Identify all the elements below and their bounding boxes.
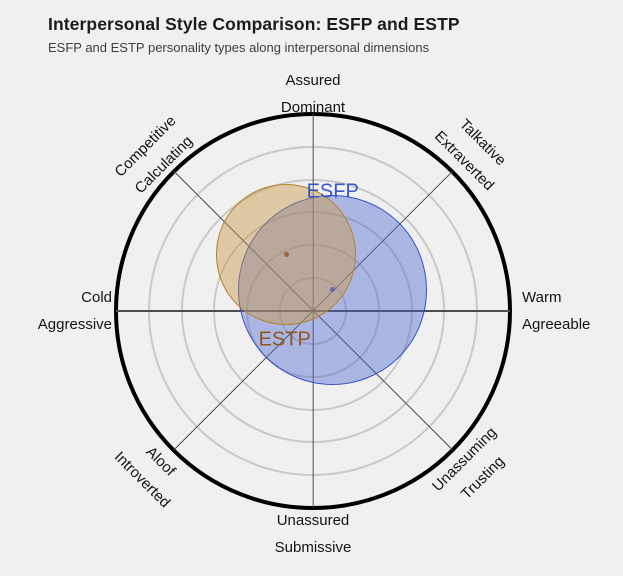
chart-header: Interpersonal Style Comparison: ESFP and… — [48, 14, 460, 55]
axis-label-line: Cold — [81, 289, 112, 306]
series-mean-dot-esfp — [330, 287, 336, 293]
chart-title: Interpersonal Style Comparison: ESFP and… — [48, 14, 460, 34]
axis-label-line: Submissive — [274, 539, 352, 556]
series-label-estp: ESTP — [258, 328, 311, 351]
axis-label-line: Unassured — [276, 512, 350, 529]
series-label-esfp: ESFP — [306, 180, 359, 203]
axis-label-assured-dominant: Assured Dominant — [281, 67, 345, 121]
axis-label-unassured-submissive: Unassured Submissive — [275, 507, 352, 561]
axis-label-line: Dominant — [280, 99, 346, 116]
chart-subtitle: ESFP and ESTP personality types along in… — [48, 40, 430, 55]
axis-label-line: Agreeable — [522, 316, 591, 333]
axis-label-line: Warm — [522, 289, 562, 306]
series-mean-dot-estp — [283, 251, 289, 257]
axis-label-line: Aggressive — [37, 316, 112, 333]
axis-label-line: Assured — [285, 72, 341, 89]
axis-label-cold-aggressive: Cold Aggressive — [38, 284, 112, 338]
axis-label-warm-agreeable: Warm Agreeable — [522, 284, 590, 338]
